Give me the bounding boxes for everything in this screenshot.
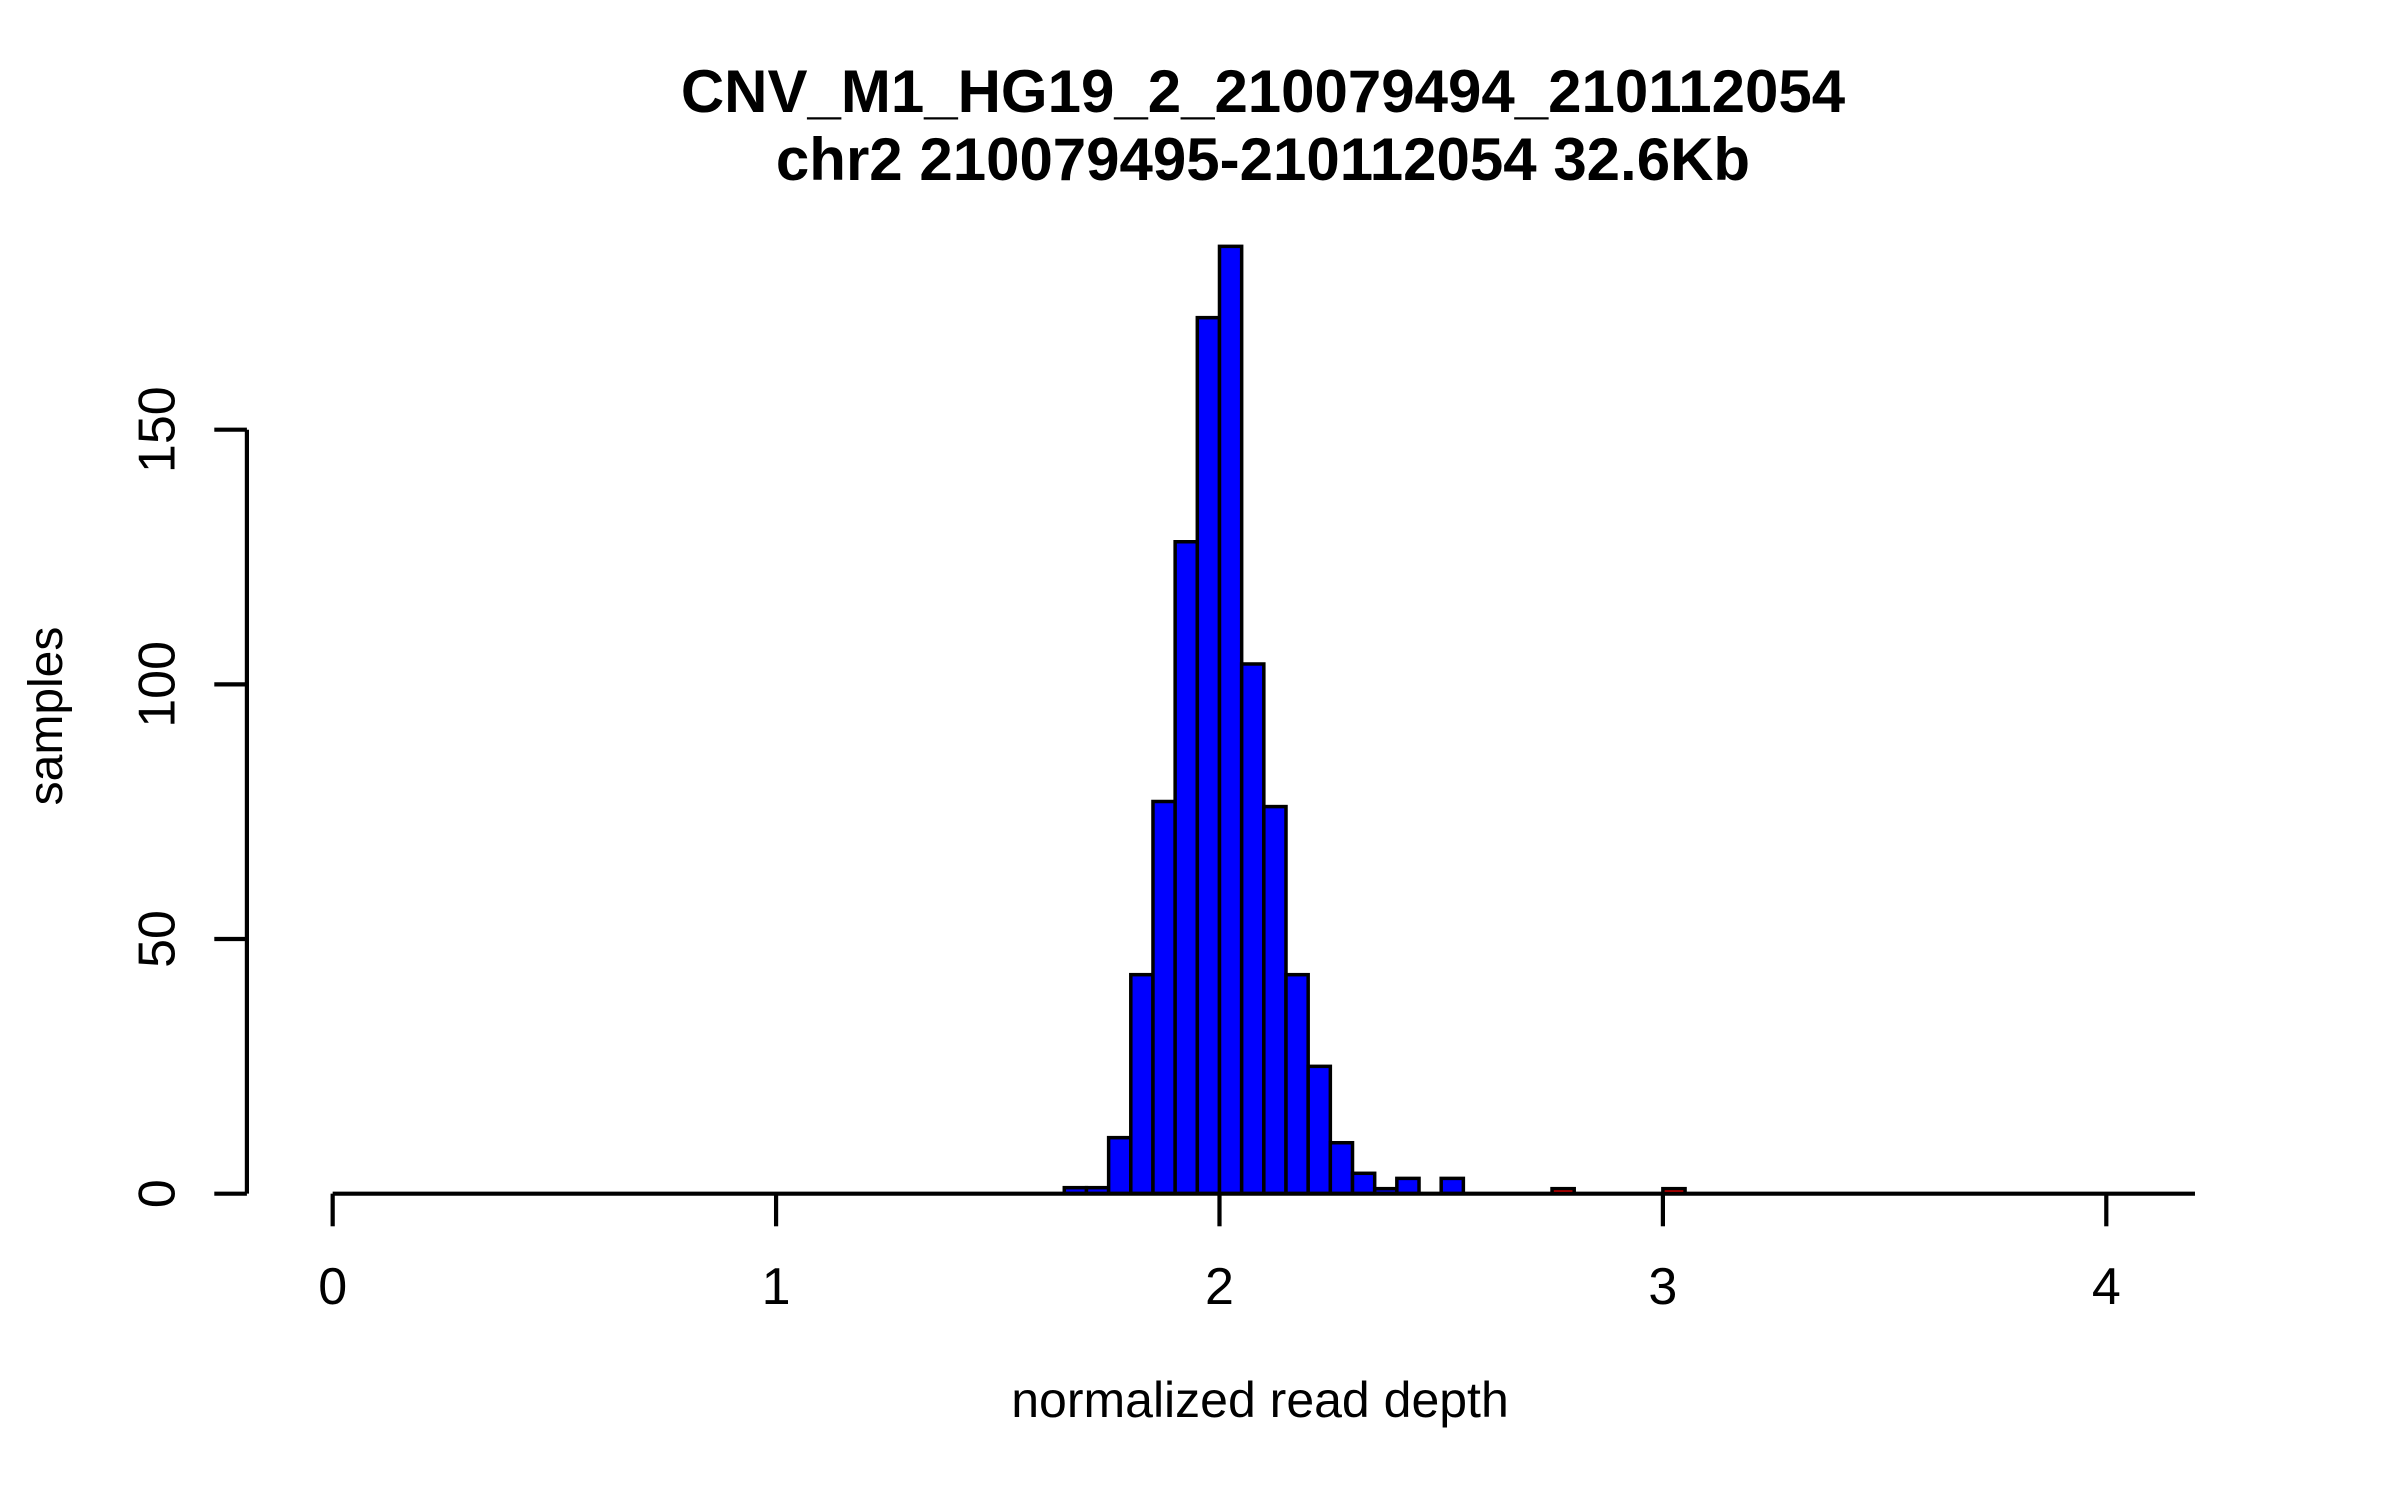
svg-text:3: 3 bbox=[1648, 1258, 1677, 1316]
svg-text:4: 4 bbox=[2092, 1258, 2121, 1316]
svg-text:2: 2 bbox=[1205, 1258, 1234, 1316]
svg-text:chr2 210079495-210112054 32.6K: chr2 210079495-210112054 32.6Kb bbox=[776, 126, 1750, 193]
svg-text:0: 0 bbox=[318, 1258, 347, 1316]
svg-text:0: 0 bbox=[129, 1179, 187, 1208]
svg-text:1: 1 bbox=[762, 1258, 791, 1316]
svg-text:50: 50 bbox=[129, 910, 187, 968]
svg-text:100: 100 bbox=[129, 641, 187, 728]
svg-text:normalized read depth: normalized read depth bbox=[1011, 1372, 1509, 1428]
svg-text:150: 150 bbox=[129, 386, 187, 473]
svg-text:samples: samples bbox=[20, 627, 73, 806]
svg-text:CNV_M1_HG19_2_210079494_210112: CNV_M1_HG19_2_210079494_210112054 bbox=[681, 58, 1846, 125]
